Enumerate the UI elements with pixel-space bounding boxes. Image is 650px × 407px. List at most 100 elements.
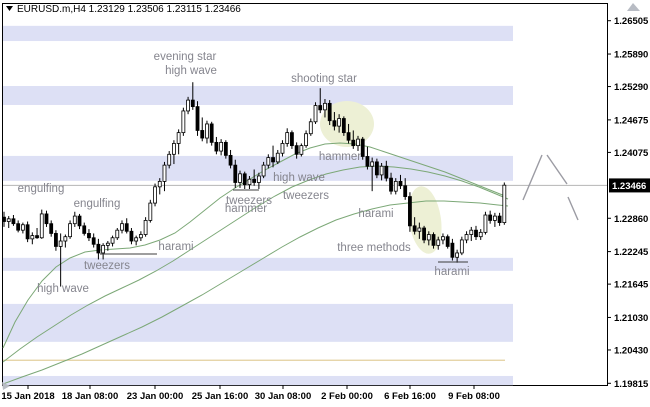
candle bbox=[181, 107, 186, 136]
candle bbox=[469, 226, 474, 242]
candle bbox=[478, 229, 483, 240]
candle bbox=[374, 158, 379, 179]
candle bbox=[20, 222, 25, 234]
pattern-label: hammer bbox=[319, 151, 361, 163]
forecast-line bbox=[546, 154, 568, 185]
time-axis-label: 9 Feb 08:00 bbox=[448, 391, 500, 402]
candle bbox=[6, 216, 11, 229]
candle bbox=[2, 211, 6, 227]
pattern-label: hammer bbox=[225, 203, 267, 215]
candle bbox=[488, 210, 493, 224]
candle bbox=[422, 225, 426, 244]
candle bbox=[129, 228, 134, 245]
candle bbox=[16, 220, 21, 233]
sr-zone-band bbox=[3, 303, 513, 342]
candle bbox=[408, 192, 412, 232]
pattern-label: harami bbox=[158, 241, 193, 253]
candle bbox=[247, 175, 252, 189]
pattern-label: high wave bbox=[273, 172, 325, 184]
candle bbox=[44, 210, 49, 227]
candle bbox=[346, 123, 351, 144]
candle bbox=[176, 129, 181, 155]
candle bbox=[25, 221, 30, 243]
pattern-label: harami bbox=[434, 266, 469, 278]
time-axis-label: 2 Feb 00:00 bbox=[321, 391, 373, 402]
candle bbox=[242, 171, 247, 189]
candle bbox=[464, 231, 469, 244]
candle bbox=[219, 139, 224, 156]
candle bbox=[58, 233, 63, 287]
candle bbox=[332, 112, 337, 131]
price-axis-label: 1.19815 bbox=[614, 379, 649, 390]
price-axis-label: 1.24075 bbox=[614, 148, 649, 159]
price-axis-label: 1.24675 bbox=[614, 115, 649, 126]
candle bbox=[11, 215, 16, 226]
candle bbox=[308, 118, 313, 136]
candle bbox=[167, 151, 172, 169]
candle bbox=[459, 236, 464, 256]
pattern-label: tweezers bbox=[84, 260, 130, 272]
candle bbox=[124, 218, 129, 234]
time-axis-label: 6 Feb 16:00 bbox=[384, 391, 436, 402]
current-price-label: 1.23466 bbox=[612, 181, 646, 192]
pattern-label: engulfing bbox=[74, 198, 121, 210]
candle bbox=[337, 114, 342, 133]
time-axis-label: 30 Jan 08:00 bbox=[255, 391, 312, 402]
candle bbox=[412, 217, 417, 235]
candle bbox=[497, 212, 502, 226]
price-axis-label: 1.21645 bbox=[614, 280, 649, 291]
candle bbox=[436, 236, 441, 250]
candle bbox=[200, 117, 205, 142]
candle bbox=[379, 162, 384, 181]
forecast-line bbox=[567, 196, 579, 221]
candle bbox=[261, 161, 266, 179]
scroll-to-end-icon[interactable] bbox=[627, 3, 640, 11]
candle bbox=[294, 142, 299, 159]
candle bbox=[209, 121, 214, 146]
candle bbox=[356, 135, 360, 152]
ma-slow-line bbox=[2, 200, 509, 385]
candle bbox=[417, 222, 422, 239]
candle bbox=[186, 96, 190, 115]
candle bbox=[49, 220, 54, 237]
symbol-dropdown-icon[interactable] bbox=[6, 6, 13, 11]
candle bbox=[280, 140, 285, 157]
candle bbox=[285, 128, 290, 147]
candle bbox=[389, 172, 393, 195]
candle bbox=[266, 154, 271, 169]
candle bbox=[431, 232, 436, 249]
price-axis-label: 1.22245 bbox=[614, 247, 649, 258]
ma-mid-line bbox=[2, 165, 509, 363]
candle bbox=[393, 178, 398, 195]
forecast-line bbox=[522, 154, 543, 201]
price-axis-label: 1.21030 bbox=[614, 313, 648, 324]
candle bbox=[228, 149, 233, 169]
candle bbox=[483, 211, 488, 235]
pattern-label: high wave bbox=[165, 65, 217, 77]
candle bbox=[360, 136, 365, 160]
pattern-label: engulfing bbox=[18, 183, 65, 195]
chart-symbol-ohlc-title: EURUSD.m,H4 1.23129 1.23506 1.23115 1.23… bbox=[17, 4, 241, 15]
candle bbox=[101, 243, 106, 260]
candle bbox=[68, 220, 72, 239]
candle bbox=[275, 149, 280, 165]
candle bbox=[455, 249, 460, 263]
pattern-label: tweezers bbox=[283, 190, 329, 202]
chart-shift-icon bbox=[2, 382, 10, 390]
candle bbox=[39, 209, 44, 239]
pattern-label: three methods bbox=[337, 242, 411, 254]
candle bbox=[157, 178, 162, 195]
candle bbox=[91, 233, 96, 248]
candle bbox=[426, 231, 431, 246]
candle bbox=[299, 143, 304, 157]
candle bbox=[271, 145, 275, 168]
candle bbox=[233, 159, 238, 188]
pattern-label: evening star bbox=[154, 51, 217, 63]
candle bbox=[450, 238, 455, 261]
candle bbox=[138, 231, 143, 242]
candle bbox=[172, 140, 176, 165]
candle bbox=[120, 220, 124, 234]
pattern-highlight-ellipse bbox=[320, 101, 374, 147]
